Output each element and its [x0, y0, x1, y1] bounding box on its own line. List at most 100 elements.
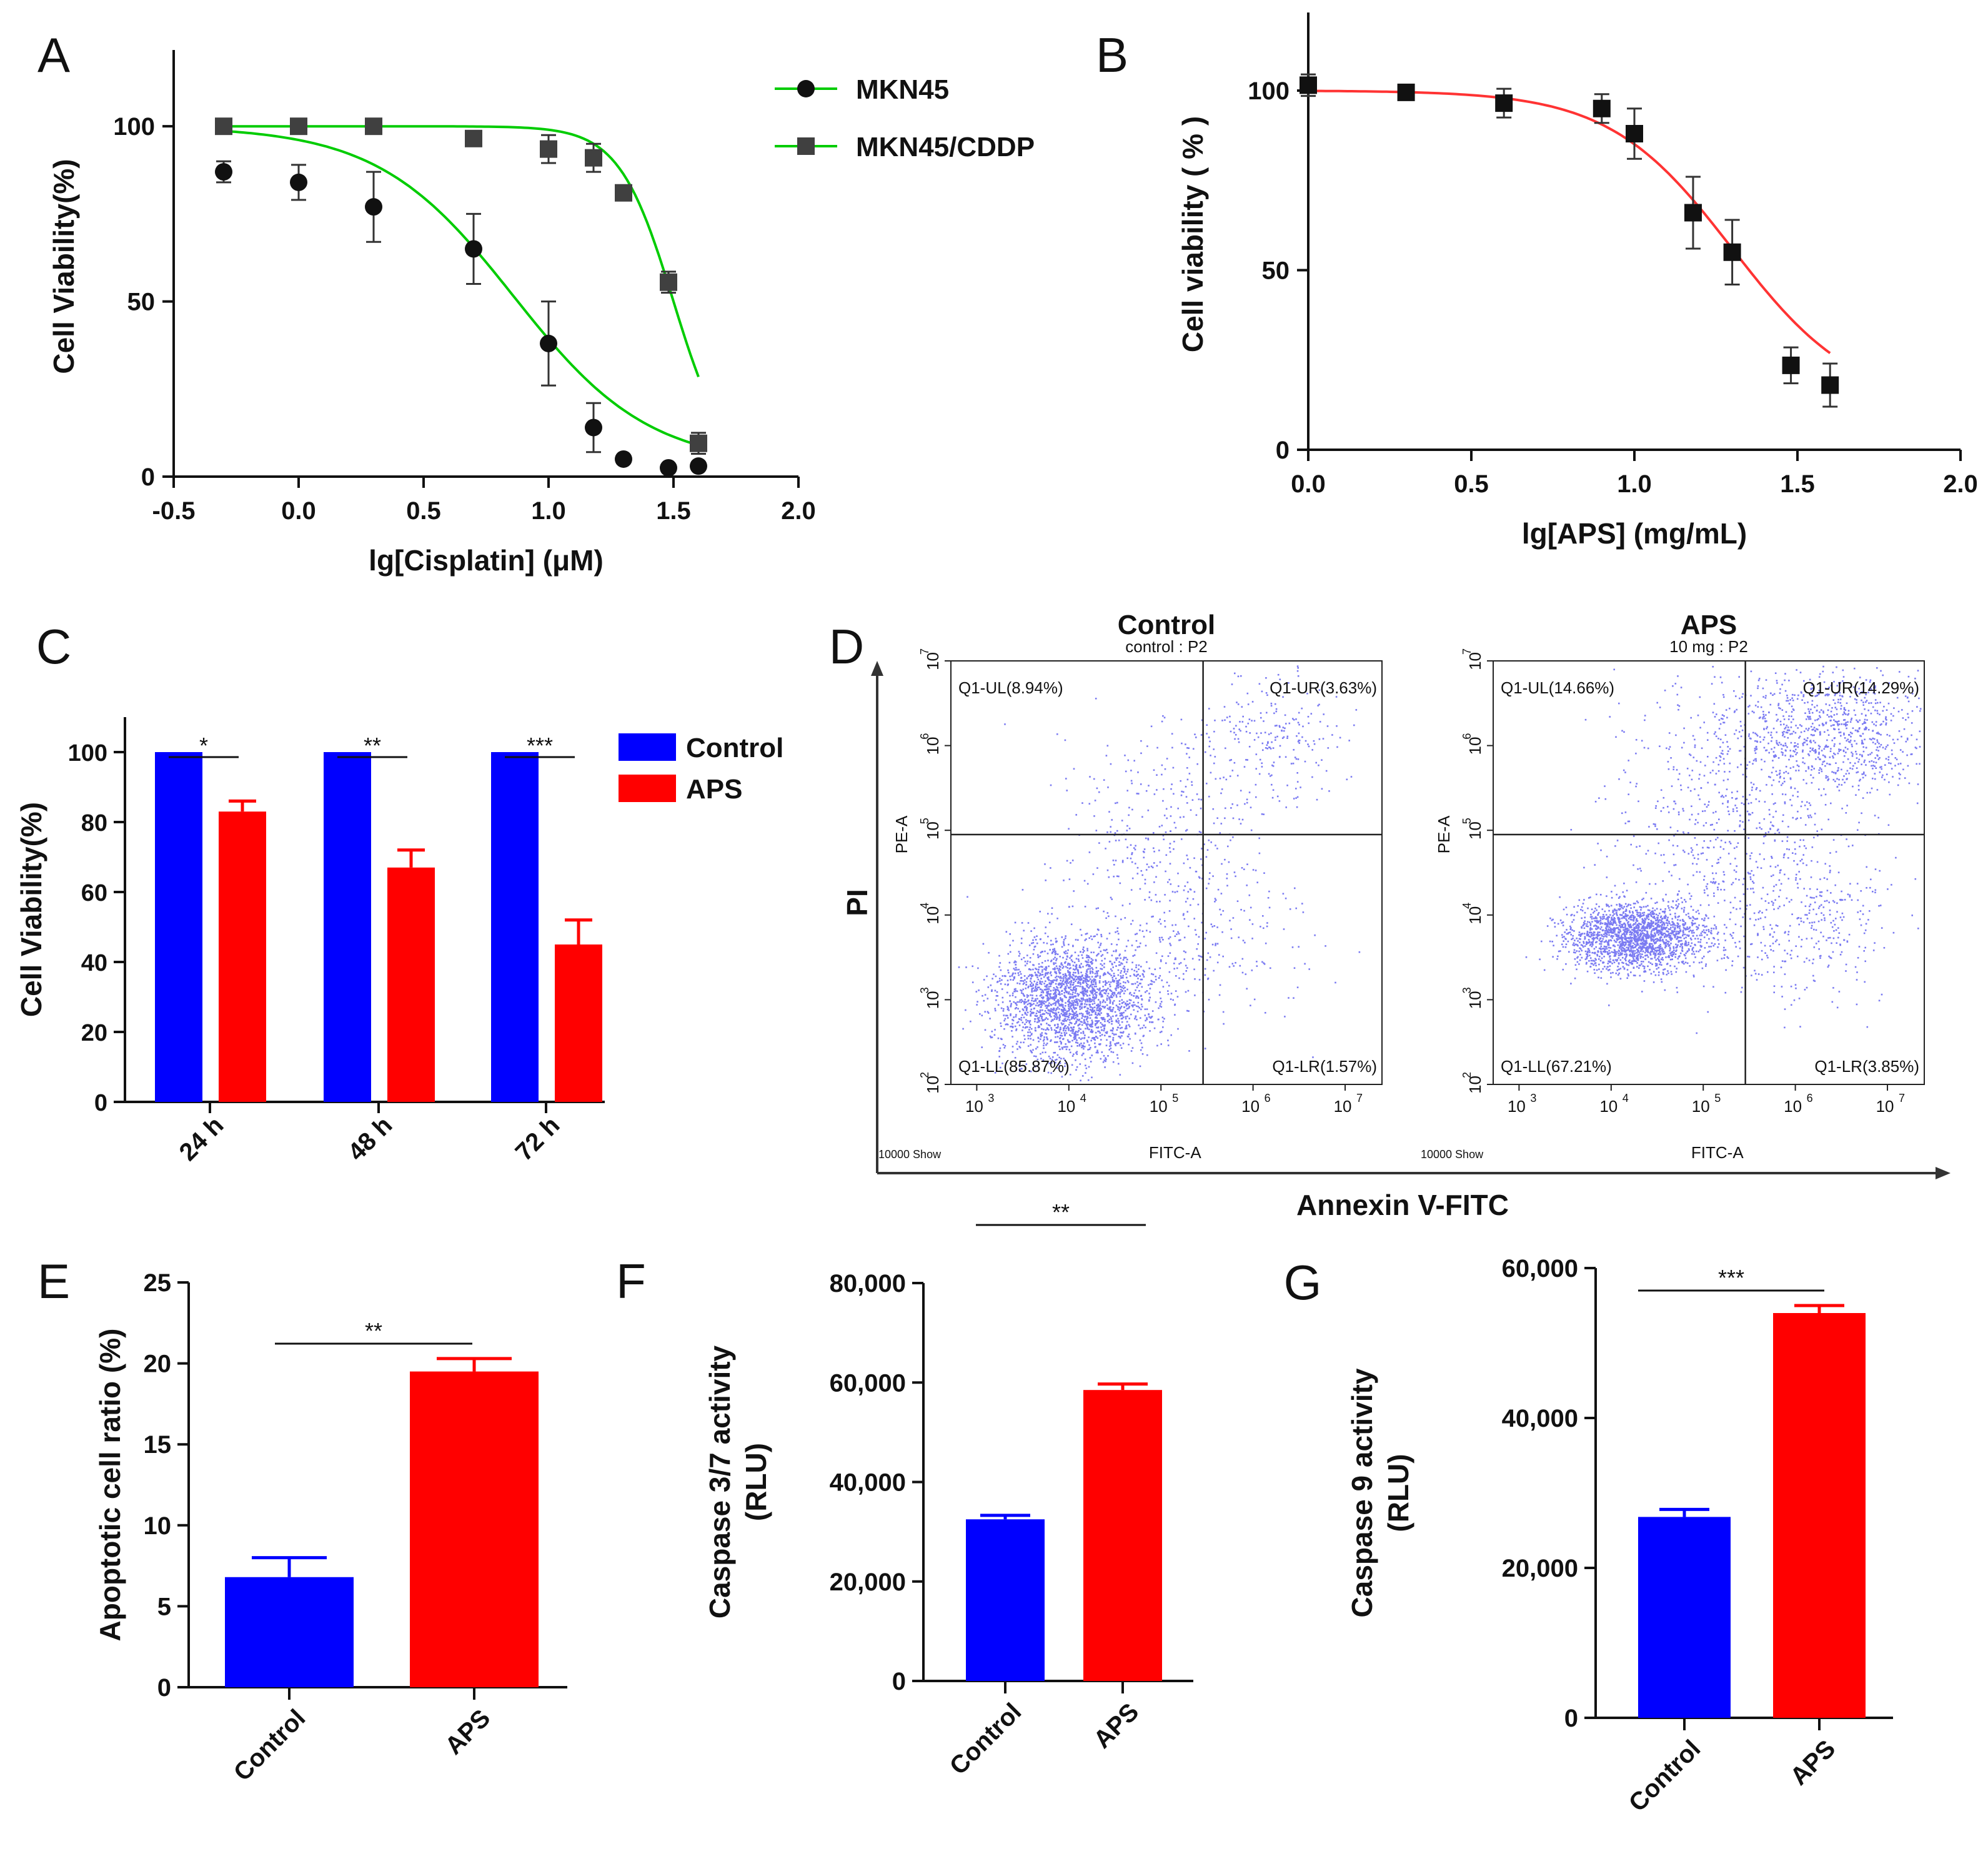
data-marker-circle [215, 163, 232, 181]
event-dot [1013, 968, 1015, 969]
event-dot [997, 981, 999, 983]
event-dot [1050, 982, 1053, 984]
event-dot [1097, 1005, 1099, 1007]
event-dot [1056, 953, 1059, 955]
event-dot [1026, 1019, 1029, 1022]
event-dot [1043, 1044, 1045, 1046]
event-dot [993, 973, 995, 976]
event-dot [1105, 1044, 1108, 1046]
event-dot [1060, 1043, 1062, 1045]
event-dot [1050, 959, 1053, 961]
event-dot [1075, 1031, 1077, 1033]
event-dot [1642, 950, 1644, 953]
event-dot [1149, 1021, 1151, 1023]
event-dot [1583, 927, 1586, 930]
event-dot [1010, 951, 1011, 953]
event-dot [1050, 971, 1052, 973]
event-dot [1117, 969, 1120, 971]
event-dot [1668, 954, 1670, 957]
event-dot [1639, 964, 1641, 966]
event-dot [1003, 1019, 1005, 1022]
event-dot [1186, 767, 1188, 769]
event-dot [1078, 1037, 1080, 1039]
event-dot [1050, 989, 1051, 992]
event-dot [1235, 734, 1237, 736]
event-dot [1586, 942, 1589, 944]
event-dot [1109, 999, 1111, 1001]
event-dot [1093, 1038, 1095, 1040]
event-dot [1111, 1033, 1114, 1034]
event-dot [1108, 1049, 1110, 1051]
event-dot [1578, 950, 1580, 953]
event-dot [1195, 736, 1197, 738]
event-dot [1701, 934, 1703, 936]
event-dot [1073, 979, 1075, 981]
event-dot [1091, 1011, 1093, 1013]
event-dot [1620, 943, 1623, 945]
event-dot [1629, 949, 1631, 951]
event-dot [1667, 905, 1669, 907]
event-dot [1021, 1000, 1023, 1002]
event-dot [1670, 971, 1672, 973]
event-dot [1634, 960, 1636, 963]
event-dot [1107, 1055, 1109, 1057]
event-dot [1066, 1010, 1069, 1012]
event-dot [1072, 1011, 1074, 1013]
event-dot [1043, 1003, 1045, 1005]
event-dot [1035, 988, 1037, 989]
event-dot [1169, 952, 1171, 954]
event-dot [1654, 917, 1656, 920]
event-dot [1070, 983, 1071, 985]
event-dot [1041, 1016, 1043, 1018]
y-tick-label: 5 [157, 1593, 171, 1620]
event-dot [1068, 828, 1070, 830]
y-tick-label: 40,000 [1502, 1405, 1578, 1432]
event-dot [1677, 898, 1679, 901]
event-dot [1039, 983, 1041, 984]
event-dot [1331, 734, 1333, 736]
event-dot [1618, 934, 1620, 936]
event-dot [1631, 931, 1633, 934]
event-dot [1629, 937, 1631, 939]
event-dot [1156, 789, 1158, 791]
event-dot [1110, 1006, 1111, 1008]
event-dot [1030, 1070, 1032, 1073]
event-dot [1295, 758, 1298, 760]
event-dot [1099, 1014, 1101, 1016]
event-dot [1126, 825, 1128, 827]
x-tick-label: APS [1088, 1698, 1144, 1753]
event-dot [1042, 1059, 1045, 1061]
event-dot [1041, 969, 1043, 971]
event-dot [1722, 949, 1725, 951]
event-dot [1643, 934, 1645, 936]
event-dot [1053, 1002, 1056, 1004]
event-dot [1091, 1030, 1094, 1033]
event-dot [1038, 1021, 1040, 1023]
event-dot [1298, 742, 1300, 744]
event-dot [1146, 930, 1148, 931]
event-dot [1656, 940, 1658, 942]
event-dot [1600, 971, 1603, 973]
event-dot [1677, 916, 1679, 918]
event-dot [1123, 971, 1125, 973]
event-dot [1253, 739, 1256, 741]
event-dot [1561, 936, 1564, 938]
event-dot [1038, 1017, 1040, 1019]
event-dot [1665, 941, 1667, 944]
event-dot [1011, 1051, 1014, 1053]
event-dot [1593, 969, 1596, 971]
event-dot [1178, 977, 1180, 979]
event-dot [1102, 986, 1104, 988]
event-dot [1115, 987, 1118, 989]
event-dot [1625, 959, 1627, 961]
event-dot [1105, 1057, 1106, 1059]
event-dot [1065, 976, 1067, 979]
event-dot [1011, 1023, 1013, 1025]
event-dot [1095, 698, 1097, 700]
event-dot [1068, 982, 1070, 984]
event-dot [1588, 933, 1589, 936]
event-dot [1031, 1011, 1034, 1014]
event-dot [1170, 806, 1172, 808]
event-dot [1095, 994, 1097, 996]
event-dot [1095, 997, 1097, 999]
